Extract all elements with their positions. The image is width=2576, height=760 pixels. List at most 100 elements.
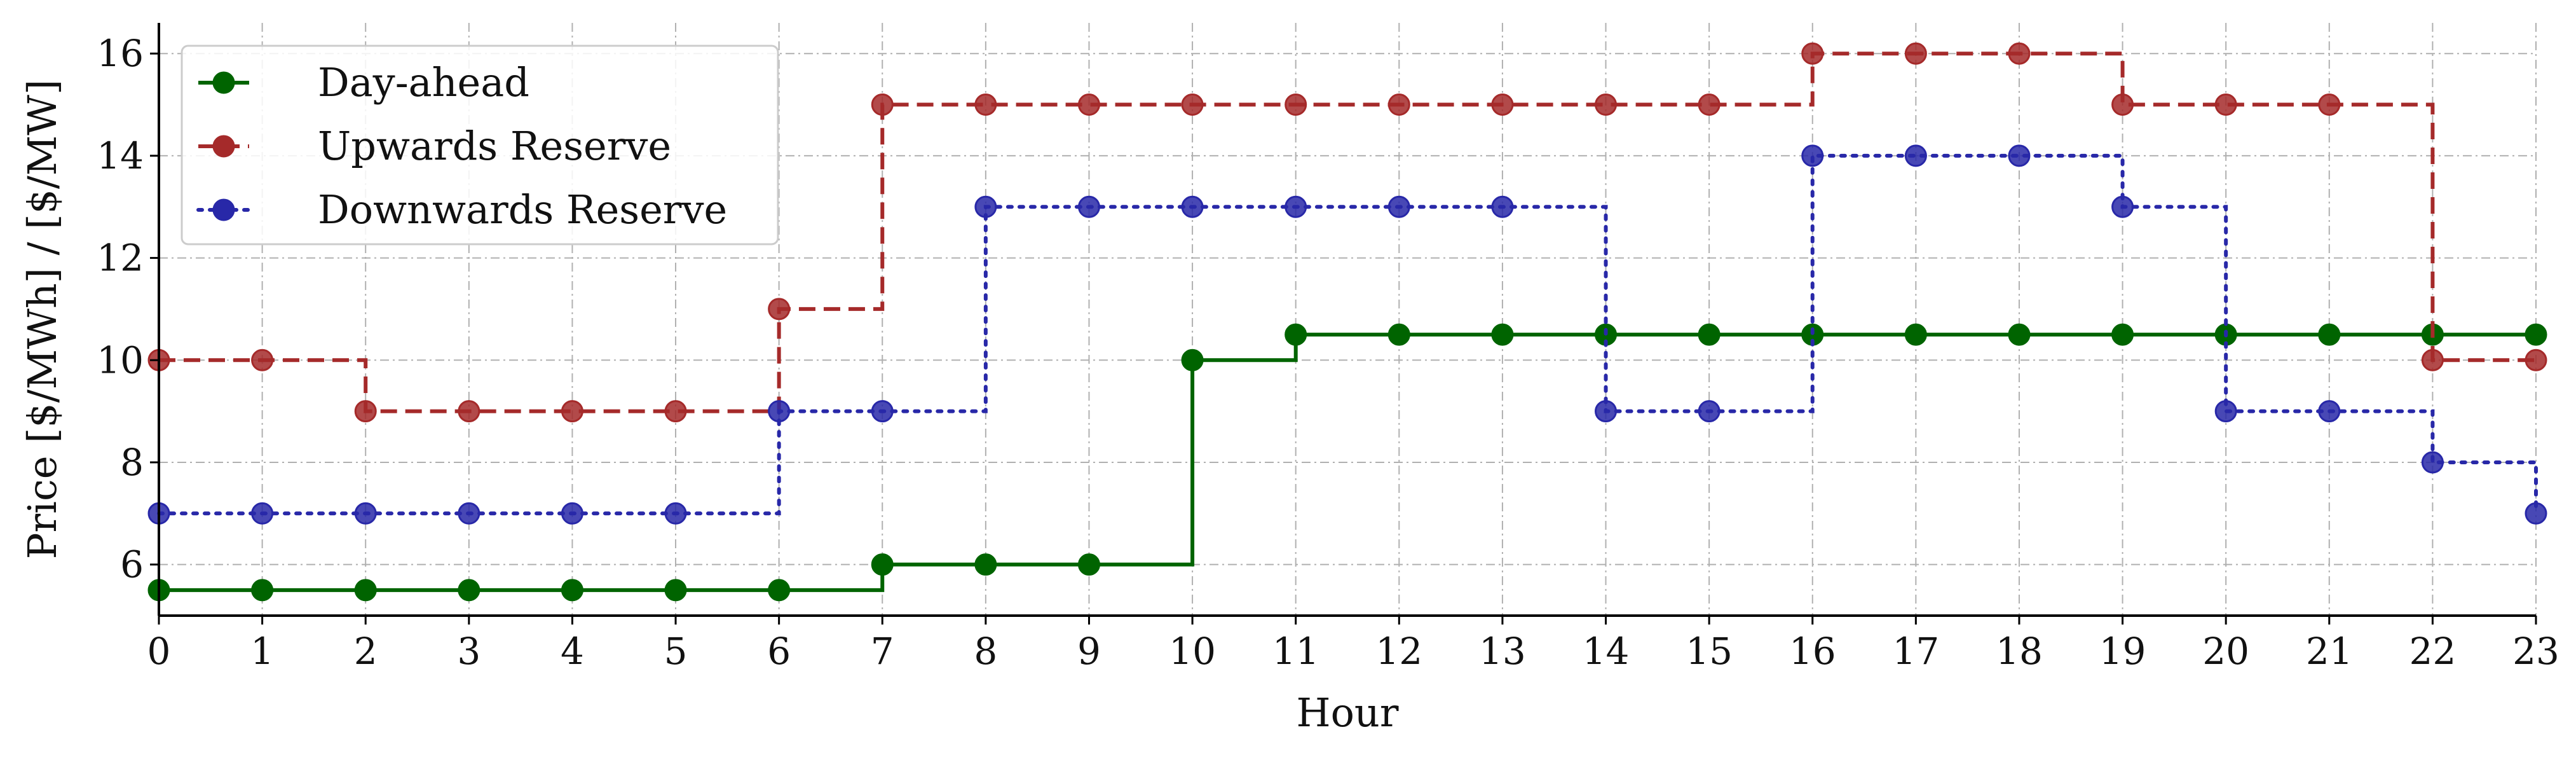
data-point: [768, 579, 791, 602]
data-point: [561, 400, 583, 423]
data-point: [2111, 93, 2134, 116]
x-axis-label: Hour: [1297, 689, 1399, 736]
data-point: [1595, 93, 1618, 116]
x-tick-label: 0: [147, 630, 171, 673]
data-point: [2008, 144, 2031, 167]
y-tick-label: 14: [97, 134, 144, 177]
data-point: [1285, 195, 1307, 218]
data-point: [974, 553, 997, 576]
data-point: [2421, 349, 2444, 371]
x-tick-label: 18: [1996, 630, 2043, 673]
y-tick-label: 10: [97, 338, 144, 382]
data-point: [1801, 42, 1824, 65]
x-tick-label: 13: [1479, 630, 1526, 673]
y-tick-label: 8: [120, 441, 144, 484]
data-point: [354, 579, 377, 602]
x-tick-label: 5: [664, 630, 688, 673]
data-point: [2008, 42, 2031, 65]
series-upwards-reserve: [147, 42, 2547, 423]
data-point: [2421, 451, 2444, 474]
x-tick-label: 9: [1077, 630, 1101, 673]
data-point: [664, 502, 687, 525]
x-tick-label: 10: [1169, 630, 1216, 673]
data-point: [1077, 93, 1100, 116]
data-point: [2111, 195, 2134, 218]
data-point: [1387, 323, 1410, 346]
series-downwards-reserve: [147, 144, 2547, 525]
x-tick-label: 12: [1375, 630, 1422, 673]
data-point: [871, 400, 894, 423]
data-point: [2214, 93, 2237, 116]
x-tick-label: 20: [2202, 630, 2249, 673]
series-layer: [147, 42, 2547, 602]
data-point: [458, 502, 480, 525]
y-ticks: 6 8 10 12 14 16: [97, 32, 159, 586]
data-point: [1181, 93, 1204, 116]
data-point: [1181, 195, 1204, 218]
x-tick-label: 11: [1272, 630, 1319, 673]
data-point: [1904, 323, 1927, 346]
data-point: [2525, 349, 2547, 371]
data-point: [2318, 93, 2341, 116]
y-tick-label: 16: [97, 32, 144, 75]
x-tick-label: 17: [1892, 630, 1939, 673]
data-point: [2214, 400, 2237, 423]
x-tick-label: 21: [2306, 630, 2353, 673]
data-point: [1285, 93, 1307, 116]
data-point: [1904, 42, 1927, 65]
x-tick-label: 1: [250, 630, 274, 673]
data-point: [1387, 195, 1410, 218]
data-point: [664, 400, 687, 423]
data-point: [871, 93, 894, 116]
data-point: [664, 579, 687, 602]
legend-frame: [181, 45, 779, 245]
data-point: [2318, 323, 2341, 346]
data-point: [1491, 93, 1514, 116]
data-point: [1181, 349, 1204, 371]
y-tick-label: 6: [120, 543, 144, 586]
data-point: [974, 195, 997, 218]
legend-label: Downwards Reserve: [318, 186, 727, 233]
legend-label: Upwards Reserve: [318, 123, 671, 169]
data-point: [1904, 144, 1927, 167]
legend-label: Day-ahead: [318, 59, 529, 106]
data-point: [1698, 93, 1721, 116]
data-point: [1595, 400, 1618, 423]
data-point: [974, 93, 997, 116]
data-point: [1698, 323, 1721, 346]
x-tick-label: 7: [871, 630, 894, 673]
legend-marker: [212, 71, 235, 94]
x-tick-label: 22: [2409, 630, 2456, 673]
series-line: [159, 52, 2536, 413]
data-point: [1387, 93, 1410, 116]
axes: [158, 23, 2536, 617]
x-tick-label: 8: [974, 630, 997, 673]
x-tick-label: 3: [457, 630, 480, 673]
data-point: [354, 502, 377, 525]
x-tick-label: 6: [767, 630, 791, 673]
data-point: [561, 579, 583, 602]
data-point: [1801, 144, 1824, 167]
data-point: [2525, 502, 2547, 525]
data-point: [354, 400, 377, 423]
x-tick-label: 15: [1686, 630, 1733, 673]
data-point: [2008, 323, 2031, 346]
legend-marker: [212, 198, 235, 221]
data-point: [251, 579, 274, 602]
data-point: [561, 502, 583, 525]
x-tick-label: 14: [1583, 630, 1630, 673]
data-point: [1491, 195, 1514, 218]
x-tick-label: 4: [561, 630, 584, 673]
data-point: [1285, 323, 1307, 346]
data-point: [1698, 400, 1721, 423]
x-tick-label: 23: [2512, 630, 2559, 673]
data-point: [458, 400, 480, 423]
y-tick-label: 12: [97, 237, 144, 280]
y-axis-label: Price [$/MWh] / [$/MW]: [19, 79, 65, 559]
x-ticks: 0 1 2 3 4 5 6 7 8 9 10 11 12 13 14 15 16 17 18 19 20 21 22 23: [147, 616, 2559, 673]
legend-marker: [212, 135, 235, 158]
data-point: [251, 502, 274, 525]
x-tick-label: 16: [1789, 630, 1836, 673]
data-point: [871, 553, 894, 576]
